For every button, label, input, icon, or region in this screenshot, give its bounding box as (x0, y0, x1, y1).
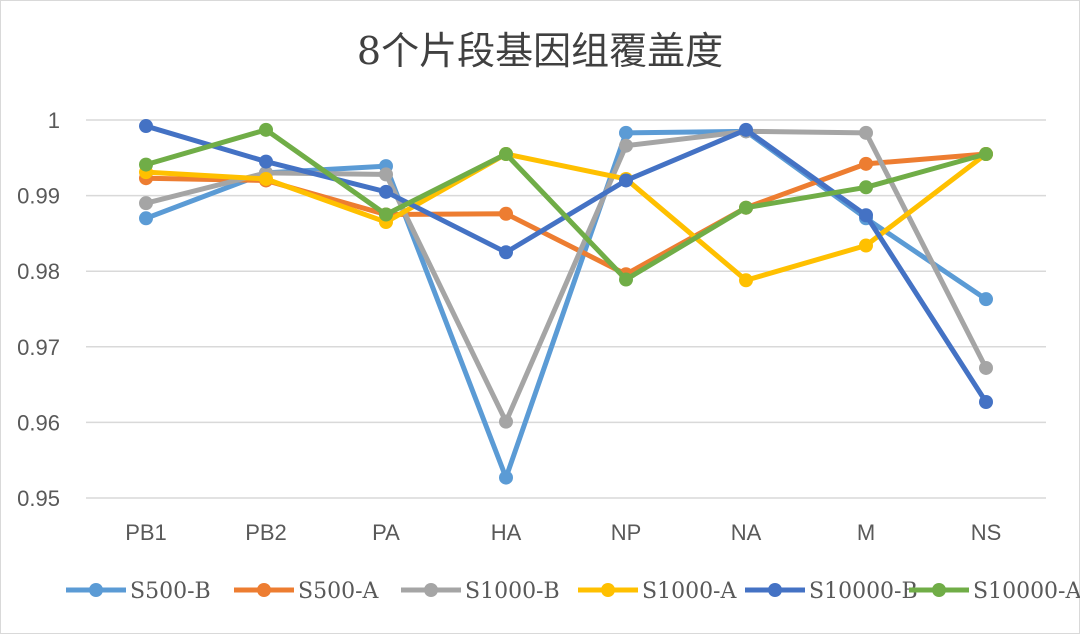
data-point (499, 470, 513, 485)
data-point (859, 238, 873, 253)
data-point (619, 125, 633, 140)
data-point (379, 167, 393, 182)
legend-marker (257, 583, 271, 597)
data-point (979, 394, 993, 409)
data-point (379, 184, 393, 199)
legend-label: S1000-A (642, 579, 737, 604)
legend-label: S1000-B (465, 579, 560, 604)
legend-marker (768, 583, 782, 597)
data-point (619, 173, 633, 188)
legend-item: S1000-A (578, 579, 737, 604)
data-point (259, 171, 273, 186)
legend-item: S10000-A (909, 579, 1080, 604)
data-point (859, 156, 873, 171)
legend-label: S500-A (298, 579, 379, 604)
data-point (979, 147, 993, 162)
y-tick-label: 1 (48, 108, 60, 133)
data-point (259, 154, 273, 169)
legend: S500-B S500-A S1000-B S1000-A S10000-B S10000… (66, 579, 1080, 604)
gridlines (86, 119, 1046, 499)
data-point (259, 122, 273, 137)
chart-title: 8个片段基因组覆盖度 (357, 29, 723, 73)
x-tick-label: NP (611, 520, 642, 545)
legend-label: S10000-B (809, 579, 918, 604)
data-point (139, 119, 153, 134)
legend-item: S10000-B (745, 579, 918, 604)
series-s10000-a (139, 122, 993, 287)
legend-marker (89, 583, 103, 597)
x-tick-label: NS (971, 520, 1002, 545)
x-tick-label: PB1 (125, 520, 167, 545)
data-point (619, 272, 633, 287)
x-axis-ticks: PB1 PB2 PA HA NP NA M NS (125, 520, 1001, 545)
data-point (379, 207, 393, 222)
legend-item: S500-B (66, 579, 211, 604)
legend-item: S1000-B (401, 579, 560, 604)
data-point (619, 138, 633, 153)
y-tick-label: 0.98 (17, 259, 60, 284)
y-axis-ticks: 0.95 0.96 0.97 0.98 0.99 1 (17, 108, 60, 511)
x-tick-label: PB2 (245, 520, 287, 545)
data-point (859, 180, 873, 195)
data-point (739, 273, 753, 288)
data-point (499, 206, 513, 221)
legend-label: S10000-A (973, 579, 1080, 604)
legend-marker (424, 583, 438, 597)
x-tick-label: NA (731, 520, 762, 545)
data-point (979, 292, 993, 307)
data-point (859, 208, 873, 223)
y-tick-label: 0.99 (17, 184, 60, 209)
series-line (143, 151, 989, 283)
y-tick-label: 0.96 (17, 410, 60, 435)
legend-marker (932, 583, 946, 597)
y-tick-label: 0.97 (17, 335, 60, 360)
data-point (499, 414, 513, 429)
data-point (739, 200, 753, 215)
x-tick-label: M (857, 520, 875, 545)
x-tick-label: HA (491, 520, 522, 545)
x-tick-label: PA (372, 520, 400, 545)
legend-item: S500-A (234, 579, 379, 604)
series-group (139, 119, 993, 485)
data-point (139, 211, 153, 226)
data-point (739, 122, 753, 137)
legend-marker (601, 583, 615, 597)
data-point (499, 245, 513, 260)
y-tick-label: 0.95 (17, 486, 60, 511)
data-point (979, 360, 993, 375)
data-point (499, 147, 513, 162)
data-point (859, 125, 873, 140)
data-point (139, 196, 153, 211)
data-point (139, 157, 153, 172)
legend-label: S500-B (130, 579, 211, 604)
series-line (143, 127, 989, 283)
series-line (143, 128, 989, 425)
